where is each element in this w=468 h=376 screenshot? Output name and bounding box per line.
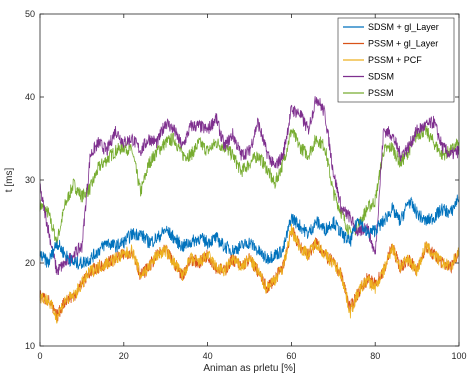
x-tick-label: 0	[37, 351, 42, 361]
y-tick-label: 50	[25, 9, 35, 19]
y-tick-label: 10	[25, 341, 35, 351]
x-axis-ticks: 0 20 40 60 80 100	[37, 14, 467, 361]
legend-label: SDSM + gl_Layer	[368, 22, 439, 32]
series-line-4	[39, 123, 460, 247]
x-axis-label: Animan as prletu [%]	[203, 363, 295, 374]
y-tick-label: 20	[25, 258, 35, 268]
legend-label: PSSM + gl_Layer	[368, 39, 438, 49]
series-line-3	[39, 96, 460, 276]
y-tick-label: 40	[25, 92, 35, 102]
x-tick-label: 100	[451, 351, 466, 361]
x-tick-label: 60	[286, 351, 296, 361]
x-tick-label: 40	[203, 351, 213, 361]
x-tick-label: 80	[370, 351, 380, 361]
series-line-0	[39, 194, 460, 270]
legend-label: SDSM	[368, 72, 394, 82]
series-line-2	[39, 223, 460, 324]
legend: SDSM + gl_Layer PSSM + gl_Layer PSSM + PCF…	[337, 17, 455, 103]
legend-label: PSSM + PCF	[368, 55, 422, 65]
y-tick-label: 30	[25, 175, 35, 185]
y-axis-ticks: 10 20 30 40 50	[25, 9, 459, 351]
legend-label: PSSM	[368, 88, 394, 98]
y-axis-label: t [ms]	[4, 168, 15, 193]
x-tick-label: 20	[119, 351, 129, 361]
series-layer	[39, 96, 460, 324]
